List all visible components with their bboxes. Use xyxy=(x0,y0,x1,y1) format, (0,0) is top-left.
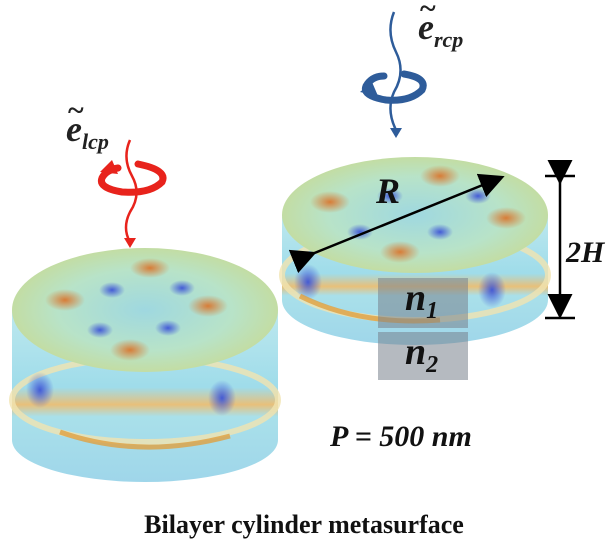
n2-label: n2 xyxy=(405,330,438,379)
left-top-hot-spot xyxy=(110,339,150,361)
height-dimension xyxy=(545,160,575,320)
left-cylinder xyxy=(9,248,281,482)
right-top-hot-spot xyxy=(420,165,460,187)
n1-label-sub: 1 xyxy=(426,298,439,324)
left-top-cold-spot xyxy=(155,320,181,336)
left-top-hot-spot xyxy=(45,289,85,311)
rcp-label-base: e xyxy=(418,7,434,47)
rcp-label-tilde: ~ xyxy=(420,0,436,25)
n2-region xyxy=(378,332,468,380)
period-label: P = 500 nm xyxy=(330,420,472,453)
right-side-cold-spot xyxy=(478,272,506,308)
left-side-cold-spot xyxy=(208,380,236,416)
n1-region xyxy=(378,278,468,328)
n2-label-sub: 2 xyxy=(426,352,439,378)
height-label: 2H xyxy=(566,236,605,269)
right-top-hot-spot xyxy=(310,191,350,213)
left-top-hot-spot xyxy=(130,258,170,278)
rcp-label-sub: rcp xyxy=(433,27,464,52)
left-side-cold-spot xyxy=(26,372,54,408)
right-top-hot-spot xyxy=(486,207,526,229)
left-interface-hot-band xyxy=(59,429,231,450)
right-side-cold-spot xyxy=(294,264,322,300)
lcp-incident-wave xyxy=(97,139,167,248)
left-top-cold-spot xyxy=(99,282,125,298)
n1-label-base: n xyxy=(405,277,427,319)
right-top-hot-spot xyxy=(380,241,420,263)
lcp-label-sub: lcp xyxy=(81,129,109,154)
n2-label-base: n xyxy=(405,331,427,373)
left-top-cold-spot xyxy=(87,322,113,338)
n1-label: n1 xyxy=(405,276,438,325)
figure-caption: Bilayer cylinder metasurface xyxy=(144,510,464,539)
rcp-incident-wave xyxy=(360,11,427,138)
radius-arrow xyxy=(288,173,505,274)
lcp-label: ~ elcp xyxy=(66,94,109,155)
lcp-label-tilde: ~ xyxy=(68,94,84,127)
rcp-label: ~ ercp xyxy=(418,0,464,53)
left-top-cold-spot xyxy=(169,280,195,296)
lcp-label-base: e xyxy=(66,109,82,149)
radius-label: R xyxy=(376,171,401,211)
left-top-hot-spot xyxy=(188,295,228,317)
right-top-cold-spot xyxy=(427,224,453,240)
left-cylinder-top xyxy=(12,248,278,372)
